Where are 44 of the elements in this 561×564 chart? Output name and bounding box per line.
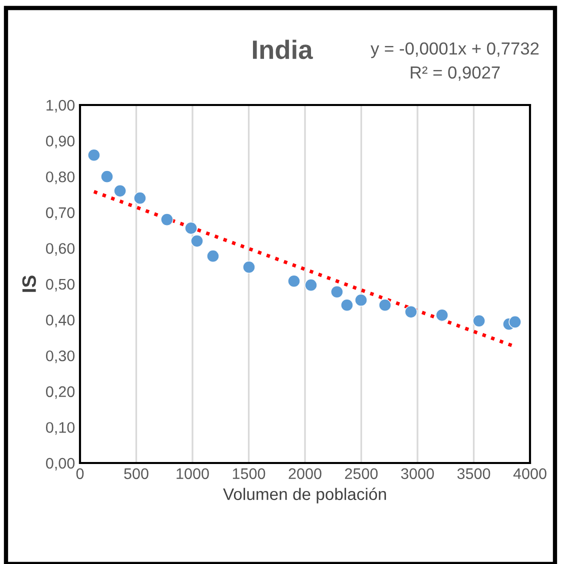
y-tick-label: 1,00	[46, 100, 75, 112]
x-tick-label: 1000	[176, 468, 209, 480]
point	[404, 306, 418, 318]
point	[184, 222, 198, 235]
y-tick-label: 0,00	[46, 458, 75, 470]
y-tick-label: 0,10	[46, 422, 75, 435]
x-tick-label: 2500	[345, 468, 378, 480]
y-tick-label: 0,20	[46, 386, 75, 399]
x-tick-label: 3500	[457, 468, 490, 480]
point	[100, 170, 114, 183]
point	[190, 234, 204, 248]
point	[242, 260, 256, 274]
x-tick-label: 4000	[513, 468, 546, 480]
x-tick-label: 2000	[288, 468, 322, 480]
point	[160, 213, 174, 226]
point	[134, 192, 146, 204]
y-tick-label: 0,30	[46, 350, 75, 364]
point	[340, 298, 354, 312]
y-tick-label: 0,60	[46, 243, 75, 256]
y-tick-label: 0,90	[46, 136, 75, 148]
chart-title: India	[252, 40, 313, 60]
y-tick-label: 0,70	[46, 207, 75, 220]
point	[206, 250, 220, 262]
y-tick-label: 0,80	[46, 171, 75, 184]
y-axis-title: IS	[22, 276, 36, 292]
y-tick-label: 0,50	[46, 278, 75, 292]
point	[472, 314, 486, 328]
point	[88, 148, 100, 162]
point	[436, 308, 448, 322]
point	[354, 294, 368, 306]
x-axis-title: Volumen de población	[223, 488, 386, 504]
text: y = -0,0001x + 0,7732	[370, 42, 539, 58]
x-tick-label: 500	[124, 468, 148, 480]
x-tick-label: 0	[76, 468, 84, 480]
point	[508, 316, 522, 328]
point	[330, 286, 344, 298]
point	[288, 274, 300, 288]
y-tick-label: 0,40	[46, 314, 75, 328]
point	[378, 298, 392, 312]
point	[304, 278, 318, 292]
text: R² = 0,9027	[410, 66, 500, 81]
x-tick-label: 3000	[401, 468, 434, 480]
point	[114, 184, 126, 198]
x-tick-label: 1500	[232, 468, 266, 480]
